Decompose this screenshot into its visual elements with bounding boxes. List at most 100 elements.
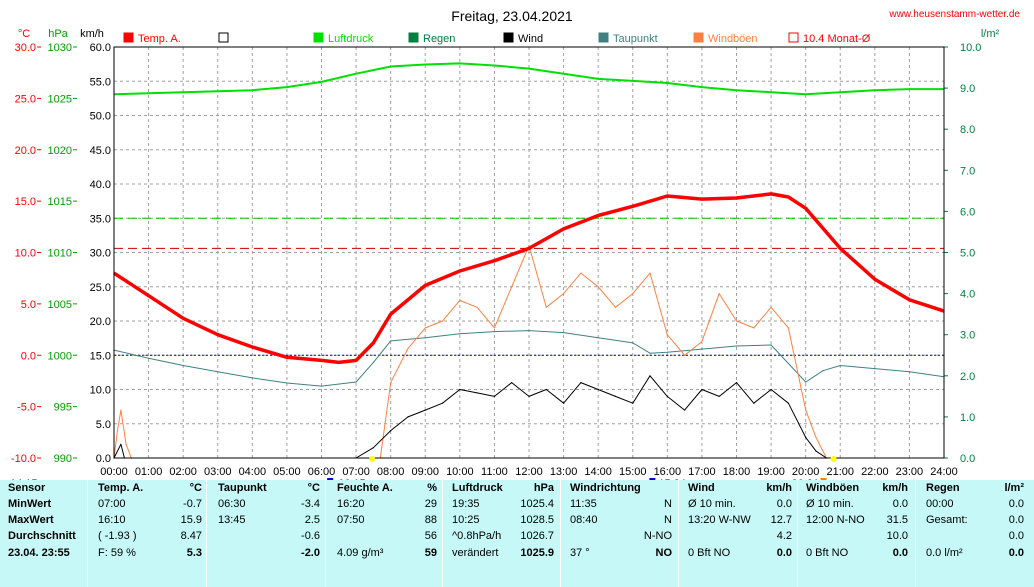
data-point: [217, 334, 219, 336]
wind-cell-label: Ø 10 min.: [688, 498, 736, 510]
temp-tick-label: -10.0: [11, 453, 36, 465]
data-point: [753, 402, 755, 404]
temp-cell-value: -0.7: [183, 498, 202, 510]
gust-cell-label: 12:00 N-NO: [806, 514, 865, 526]
rain-tick-label: 7.0: [960, 165, 975, 177]
bottom-left-time: 14:15: [10, 478, 38, 480]
data-point: [493, 327, 495, 329]
dew-cell-value: -2.0: [301, 547, 320, 559]
temp-cell-label: 07:00: [98, 498, 126, 510]
gust-cell-value: 10.0: [886, 530, 908, 542]
data-point: [805, 381, 807, 383]
tmax_time-label: 15:34: [658, 478, 686, 480]
data-point: [805, 207, 807, 209]
press-cell-label: verändert: [452, 547, 499, 559]
data-point: [649, 375, 651, 377]
data-point: [493, 331, 495, 333]
data-point: [805, 436, 807, 438]
data-point: [822, 370, 824, 372]
x-tick-label: 18:00: [723, 466, 751, 478]
data-point: [735, 382, 738, 384]
wind-tick-label: 15.0: [90, 350, 111, 362]
rain-tick-label: 5.0: [960, 248, 975, 260]
data-point: [666, 334, 668, 336]
data-point: [597, 78, 599, 80]
data-point: [182, 364, 184, 367]
rain-cell-value: 0.0: [1008, 514, 1024, 526]
temp-tick-label: 20.0: [15, 145, 36, 157]
series-line-wind: [113, 375, 827, 459]
data-point: [148, 357, 150, 359]
row-label: 23.04. 23:55: [8, 547, 70, 559]
data-point: [735, 197, 738, 199]
x-tick-label: 13:00: [550, 466, 578, 478]
wdir-cell-value: N: [664, 514, 672, 526]
press-cell-label: 19:35: [452, 498, 480, 510]
data-point: [701, 198, 703, 200]
data-point: [390, 65, 392, 68]
sunrise-marker-icon: [327, 478, 334, 480]
col-header-temp: Temp. A.: [98, 482, 144, 494]
data-point: [511, 382, 513, 384]
legend-label: Regen: [423, 33, 455, 45]
col-header-sensor: Sensor: [8, 482, 46, 494]
data-point: [908, 299, 911, 301]
chart-legend: Temp. A. Luftdruck Regen Wind Taupunkt Windbö…: [123, 32, 871, 45]
x-tick-label: 08:00: [377, 466, 405, 478]
data-point: [390, 313, 392, 315]
dew-cell-value: 2.5: [304, 514, 320, 526]
series-line-windb-en: [113, 245, 827, 459]
pressure-tick-label: 995: [54, 402, 72, 414]
data-point: [563, 228, 565, 230]
site-url[interactable]: www.heusenstamm-wetter.de: [888, 9, 1020, 20]
temp-axis-unit: °C: [18, 28, 30, 40]
data-point: [666, 395, 668, 397]
data-point: [148, 92, 150, 94]
data-point: [701, 348, 703, 350]
col-unit-wind: km/h: [766, 482, 792, 494]
data-point: [125, 443, 127, 445]
wdir-cell-value: N-NO: [643, 530, 672, 542]
data-point: [355, 381, 357, 383]
data-point: [424, 63, 426, 66]
wdir-cell-label: 37 °: [570, 547, 590, 559]
rain-tick-label: 0.0: [960, 453, 975, 465]
data-point: [614, 395, 617, 397]
x-tick-label: 02:00: [169, 466, 197, 478]
data-point: [839, 91, 841, 93]
data-point: [735, 89, 738, 91]
data-point: [632, 402, 634, 404]
legend-swatch: [313, 32, 324, 43]
data-point: [459, 388, 461, 391]
sunset-sun-icon: [830, 456, 837, 462]
x-tick-label: 16:00: [654, 466, 682, 478]
pressure-tick-label: 1005: [48, 299, 72, 311]
data-point: [908, 88, 911, 90]
weather-chart: Freitag, 23.04.2021 www.heusenstamm-wett…: [10, 8, 1020, 480]
legend-label: 10.4 Monat-Ø: [803, 33, 871, 45]
x-tick-label: 07:00: [342, 466, 370, 478]
rain-cell-label: 00:00: [926, 498, 954, 510]
wind-tick-label: 35.0: [90, 213, 111, 225]
rain-tick-label: 8.0: [960, 124, 975, 136]
col-unit-hum: %: [427, 482, 437, 494]
data-point: [839, 247, 841, 249]
data-point: [735, 345, 738, 347]
row-label: MinWert: [8, 498, 52, 510]
data-point: [251, 346, 253, 348]
data-point: [701, 86, 703, 88]
data-point: [597, 214, 599, 217]
axis-tick-labels: 30.0 25.0 20.0 15.0 10.0 5.0 0.0 -5.0 -10.0 1030 1…: [11, 42, 982, 478]
data-point: [441, 402, 444, 404]
data-point: [182, 317, 184, 319]
data-point: [580, 272, 582, 274]
data-point: [874, 89, 876, 91]
legend-label: Wind: [518, 33, 543, 45]
press-cell-label: ^0.8hPa/h: [452, 530, 502, 542]
data-point: [649, 352, 651, 354]
temp-cell-value: 5.3: [186, 547, 202, 559]
data-point: [390, 340, 392, 342]
temp-tick-label: 15.0: [15, 196, 36, 208]
data-point: [805, 409, 807, 411]
sunrise-sun-icon: [369, 456, 376, 462]
